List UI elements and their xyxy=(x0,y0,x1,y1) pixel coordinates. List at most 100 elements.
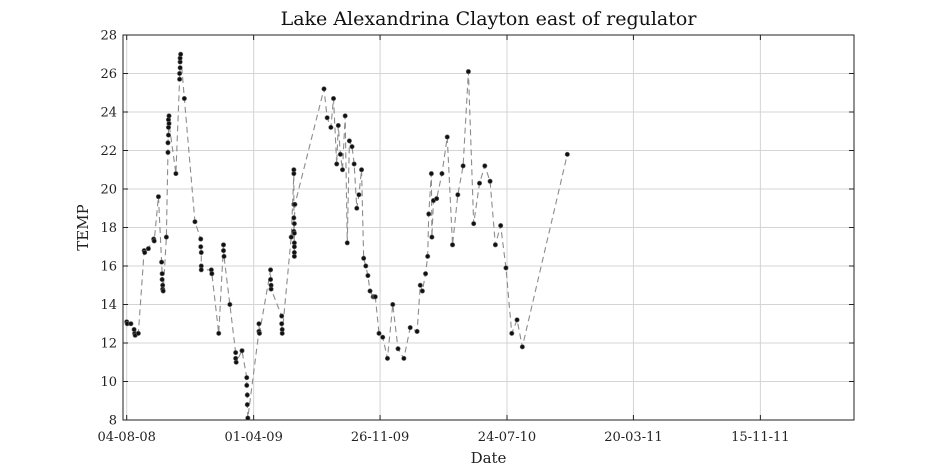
data-point xyxy=(477,180,483,186)
data-point xyxy=(173,171,179,177)
data-point xyxy=(155,194,161,200)
data-point xyxy=(465,69,471,75)
data-point xyxy=(291,167,297,173)
data-point xyxy=(450,242,456,248)
y-tick-label: 14 xyxy=(100,298,117,313)
data-point xyxy=(455,192,461,198)
x-tick-label: 04-08-08 xyxy=(97,430,155,445)
y-tick-label: 24 xyxy=(100,106,117,121)
data-point xyxy=(198,236,204,242)
data-point xyxy=(291,244,297,250)
x-tick-label: 15-11-11 xyxy=(731,430,789,445)
data-point xyxy=(423,271,429,277)
data-point xyxy=(384,355,390,361)
data-point xyxy=(177,76,183,82)
data-point xyxy=(159,276,165,282)
data-point xyxy=(444,134,450,140)
data-point xyxy=(239,348,245,354)
data-point xyxy=(503,265,509,271)
data-point xyxy=(221,242,227,248)
data-point xyxy=(425,253,431,259)
data-point xyxy=(509,330,515,336)
data-point xyxy=(321,86,327,92)
data-point xyxy=(245,415,251,421)
x-tick-label: 01-04-09 xyxy=(224,430,282,445)
data-point xyxy=(365,273,371,279)
data-point xyxy=(340,167,346,173)
y-tick-label: 16 xyxy=(100,260,117,275)
data-point xyxy=(142,250,148,256)
data-point xyxy=(337,151,343,157)
data-point xyxy=(221,253,227,259)
data-point xyxy=(279,330,285,336)
data-point xyxy=(244,375,250,381)
data-point xyxy=(216,330,222,336)
data-point xyxy=(165,132,171,138)
data-point xyxy=(401,355,407,361)
data-point xyxy=(482,163,488,169)
data-point xyxy=(135,330,141,336)
data-point xyxy=(291,221,297,227)
data-point xyxy=(291,230,297,236)
data-point xyxy=(328,124,334,130)
data-point xyxy=(151,238,157,244)
data-point xyxy=(354,205,360,211)
data-point xyxy=(361,255,367,261)
data-point xyxy=(417,282,423,288)
data-point xyxy=(233,350,239,356)
data-point xyxy=(492,242,498,248)
data-point xyxy=(165,149,171,155)
data-point xyxy=(256,330,262,336)
data-point xyxy=(367,288,373,294)
y-tick-label: 28 xyxy=(100,29,117,44)
data-point xyxy=(198,250,204,256)
data-point xyxy=(351,161,357,167)
data-point xyxy=(471,221,477,227)
x-axis-ticks: 04-08-08 01-04-09 26-11-09 24-07-10 20-03-11… xyxy=(97,35,790,445)
data-point xyxy=(363,263,369,269)
x-tick-label: 20-03-11 xyxy=(604,430,662,445)
y-tick-label: 10 xyxy=(100,375,117,390)
data-points xyxy=(124,51,570,421)
data-point xyxy=(564,151,570,157)
data-point xyxy=(359,167,365,173)
y-axis-label: TEMP xyxy=(74,204,92,250)
data-point xyxy=(244,392,250,398)
data-point xyxy=(395,346,401,352)
data-point xyxy=(342,113,348,119)
data-point xyxy=(209,271,215,277)
data-point xyxy=(356,192,362,198)
x-tick-label: 26-11-09 xyxy=(351,430,409,445)
data-point xyxy=(256,321,262,327)
data-point xyxy=(178,51,184,57)
data-point xyxy=(380,334,386,340)
data-point xyxy=(279,321,285,327)
data-point xyxy=(439,171,445,177)
data-point xyxy=(233,359,239,365)
chart-title: Lake Alexandrina Clayton east of regulat… xyxy=(281,8,698,30)
data-point xyxy=(145,246,151,252)
data-point xyxy=(160,288,166,294)
data-point xyxy=(372,294,378,300)
y-tick-label: 26 xyxy=(100,67,117,82)
data-point xyxy=(288,234,294,240)
data-point xyxy=(514,317,520,323)
y-tick-label: 22 xyxy=(100,144,117,159)
data-point xyxy=(291,253,297,259)
data-point xyxy=(346,138,352,144)
data-point xyxy=(181,96,187,102)
data-point xyxy=(324,115,330,121)
data-point xyxy=(227,301,233,307)
data-point xyxy=(292,201,298,207)
data-point xyxy=(198,244,204,250)
data-point xyxy=(268,276,274,282)
data-point xyxy=(407,325,413,331)
data-point xyxy=(460,163,466,169)
y-tick-label: 8 xyxy=(109,414,117,429)
data-point xyxy=(349,144,355,150)
data-point xyxy=(192,219,198,225)
data-point xyxy=(376,330,382,336)
grid-lines xyxy=(123,34,854,421)
data-point xyxy=(166,113,172,119)
